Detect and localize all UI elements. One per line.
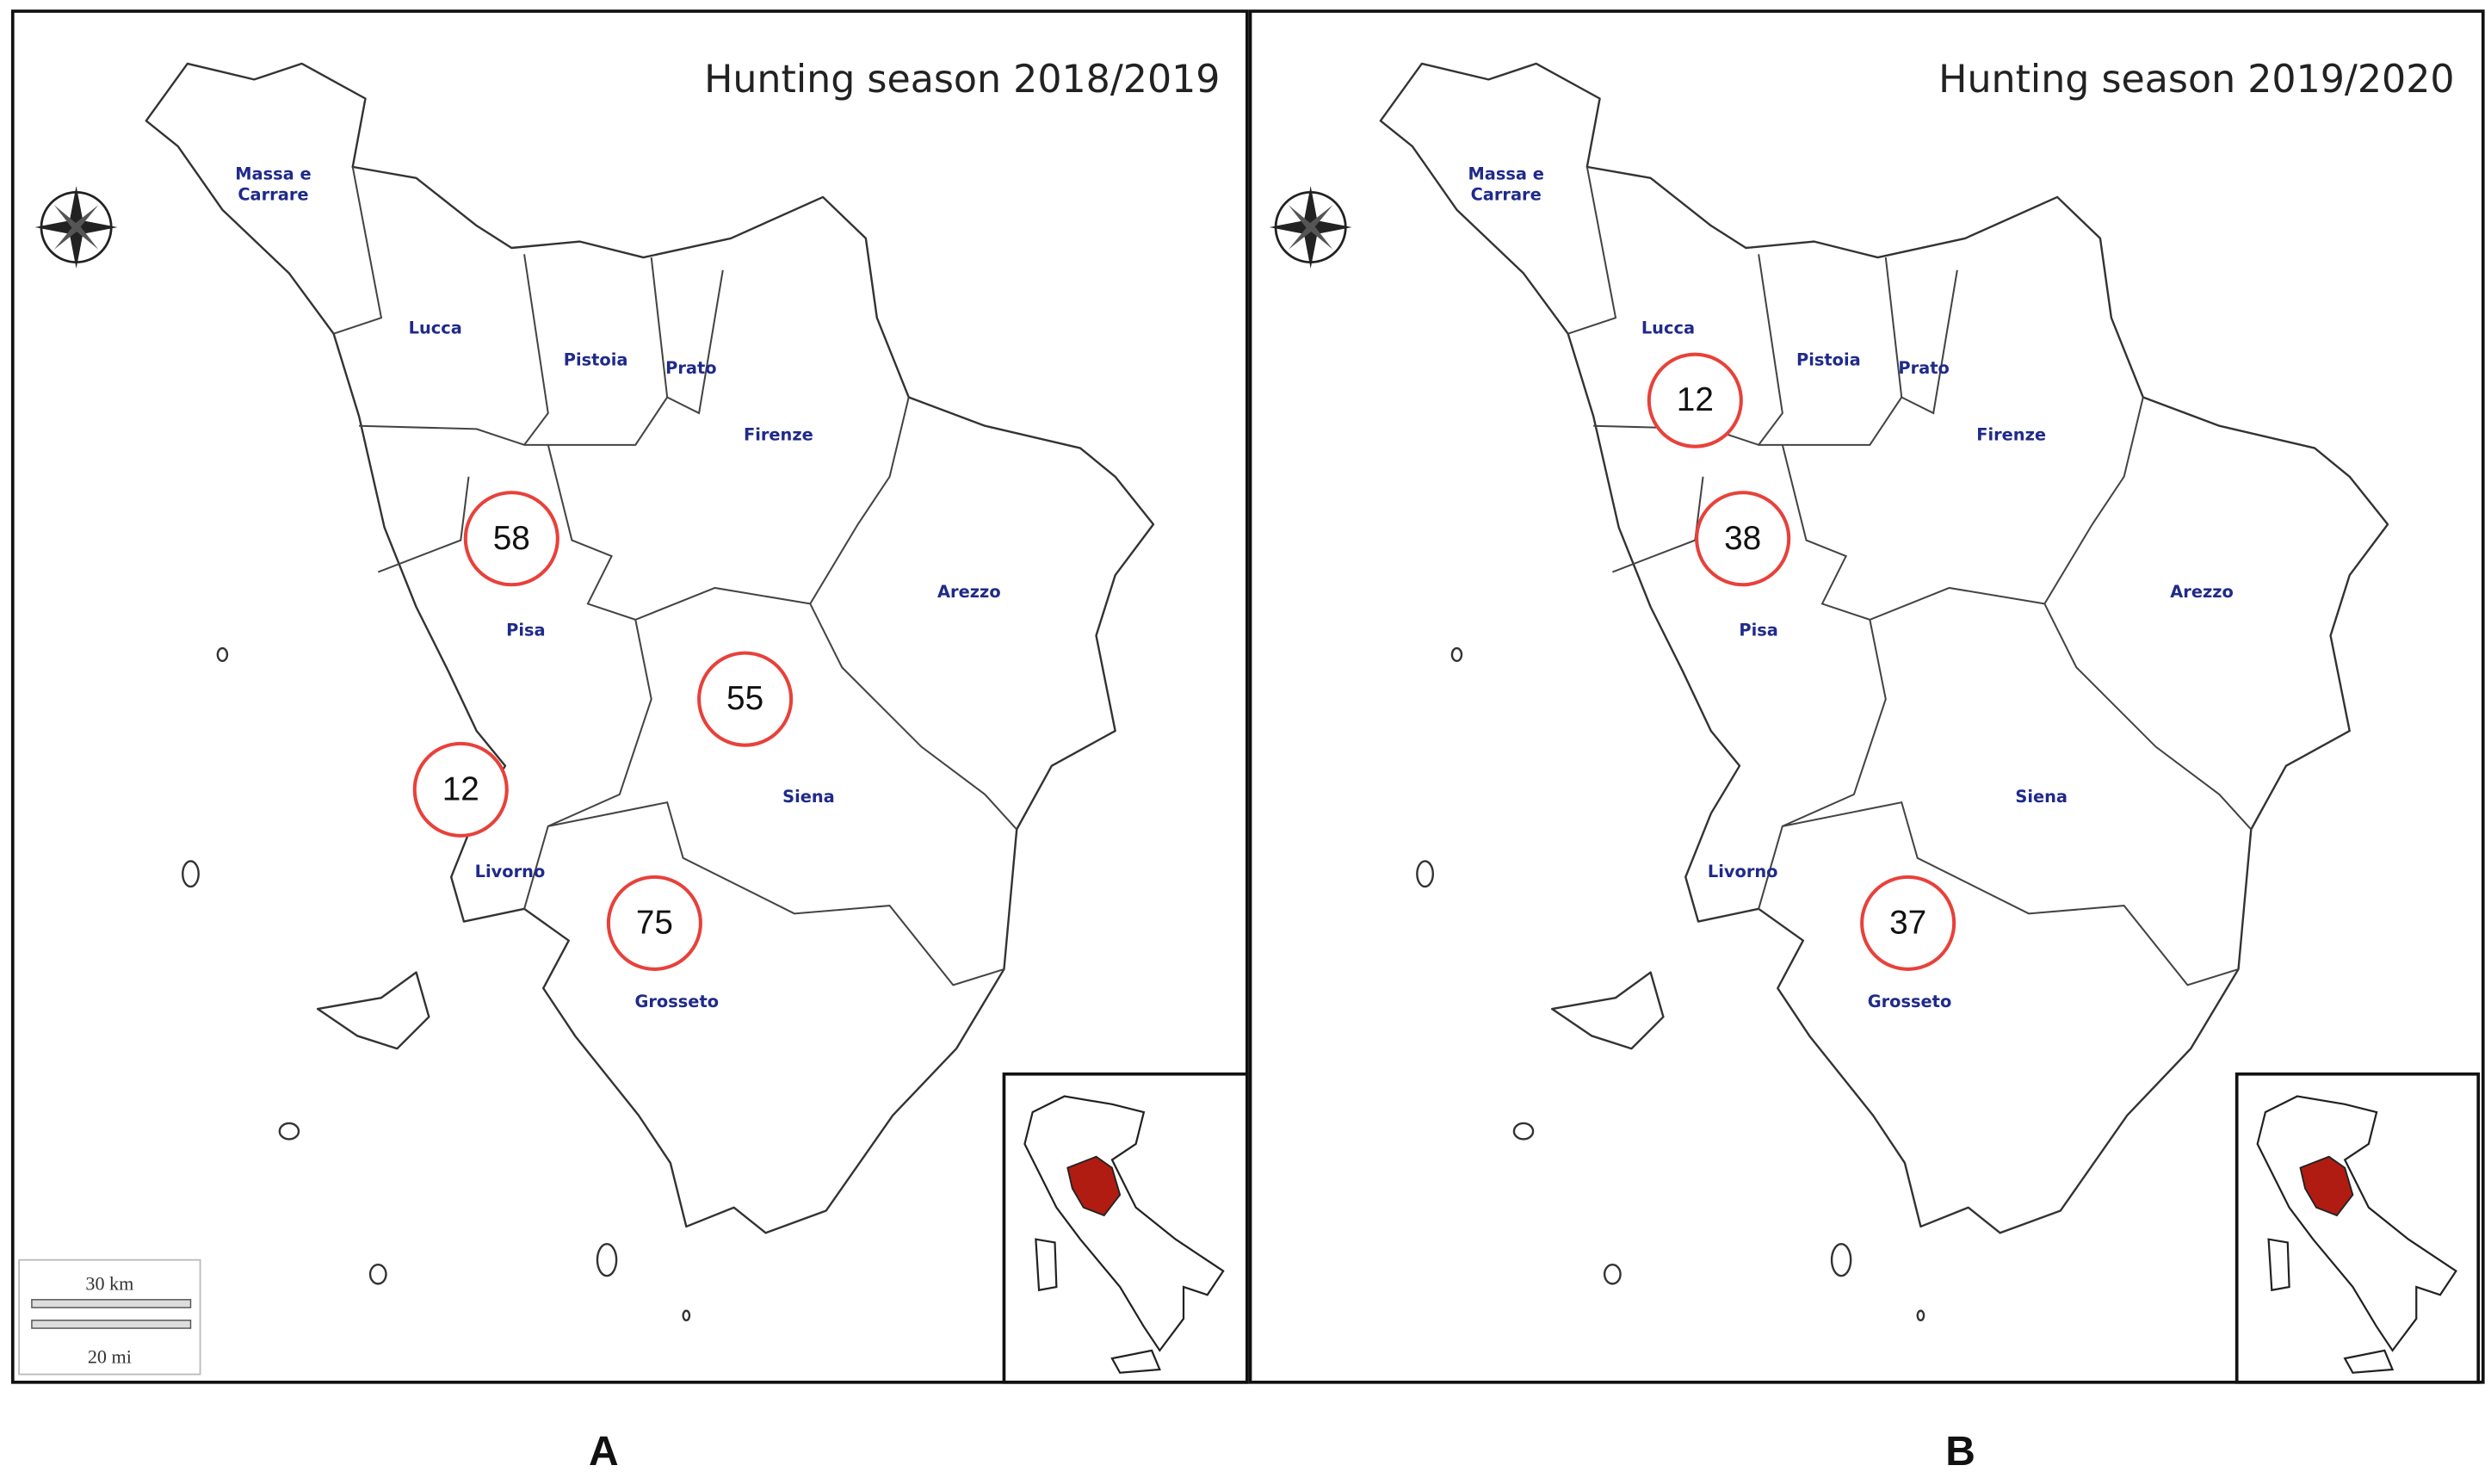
count-label: 75 [636,904,673,941]
count-ring [606,875,702,971]
province-label: Pisa [506,621,546,640]
province-label: Lucca [1641,318,1696,338]
panel-frame [10,9,1249,1384]
province-label: Prato [665,358,717,378]
province-label-box: Arezzo [937,582,1001,603]
inset-frame [1002,1072,1249,1384]
province-label: Siena [2015,787,2068,807]
province-label-box: Lucca [408,318,462,338]
province-label-box: Siena [2015,787,2068,807]
count-label: 37 [1889,904,1926,941]
panel-title: Hunting season 2018/2019 [704,58,1220,102]
province-label: Arezzo [2170,582,2234,603]
province-label: Grosseto [634,992,720,1012]
province-label: Firenze [743,425,813,445]
inset [2256,1095,2457,1374]
panel-letter: A [589,1429,619,1475]
province-label: Lucca [408,318,462,338]
province-label: Massa e Carrare [235,165,312,206]
province-label: Pisa [1739,621,1778,640]
count-label: 12 [442,770,479,807]
province-label: Massa e Carrare [1468,165,1544,206]
province-label-box: Arezzo [2170,582,2234,603]
panel-letter: B [1945,1429,1975,1475]
province-label-box: Massa e Carrare [1468,165,1544,206]
province-label-box: Pisa [506,621,546,640]
province-label: Pistoia [1796,350,1861,370]
map [34,62,1155,1322]
panel-frame [1248,9,2485,1384]
map [1268,62,2389,1322]
province-label: Prato [1898,358,1950,378]
province-label-box: Grosseto [634,992,720,1012]
province-label-box: Firenze [1976,425,2047,445]
province-label-box: Livorno [474,862,546,881]
count-ring [463,491,559,587]
province-label-box: Lucca [1641,318,1696,338]
province-label: Siena [782,787,835,807]
scale-bar [31,1320,192,1329]
inset [1023,1095,1225,1374]
province-label: Arezzo [937,582,1001,603]
count-label: 12 [1677,381,1714,418]
panel-b [1248,9,2485,1384]
province-label-box: Pistoia [563,350,628,370]
count-ring [1695,491,1791,587]
panel-title: Hunting season 2019/2020 [1938,58,2454,102]
count-ring [412,741,509,838]
count-ring [1647,352,1743,448]
count-label: 58 [493,520,530,557]
inset-frame [2234,1072,2481,1384]
province-label-box: Pisa [1739,621,1778,640]
province-label: Pistoia [563,350,628,370]
count-ring [1860,875,1956,971]
province-label-box: Massa e Carrare [235,165,312,206]
province-label: Firenze [1976,425,2047,445]
province-label-box: Prato [1898,358,1950,378]
scale-label: 20 mi [88,1346,132,1368]
province-label-box: Prato [665,358,717,378]
count-label: 38 [1724,520,1761,557]
province-label: Livorno [1707,862,1778,881]
count-label: 55 [726,680,763,717]
province-label-box: Siena [782,787,835,807]
province-label-box: Pistoia [1796,350,1861,370]
count-ring [697,651,794,747]
province-label: Grosseto [1867,992,1952,1012]
scale-box [18,1258,201,1376]
province-label-box: Firenze [743,425,813,445]
panel-a [10,9,1249,1384]
province-label: Livorno [474,862,546,881]
province-label-box: Livorno [1707,862,1778,881]
province-label-box: Grosseto [1867,992,1952,1012]
scale-bar [31,1299,192,1308]
scale-label: 30 km [85,1273,133,1295]
